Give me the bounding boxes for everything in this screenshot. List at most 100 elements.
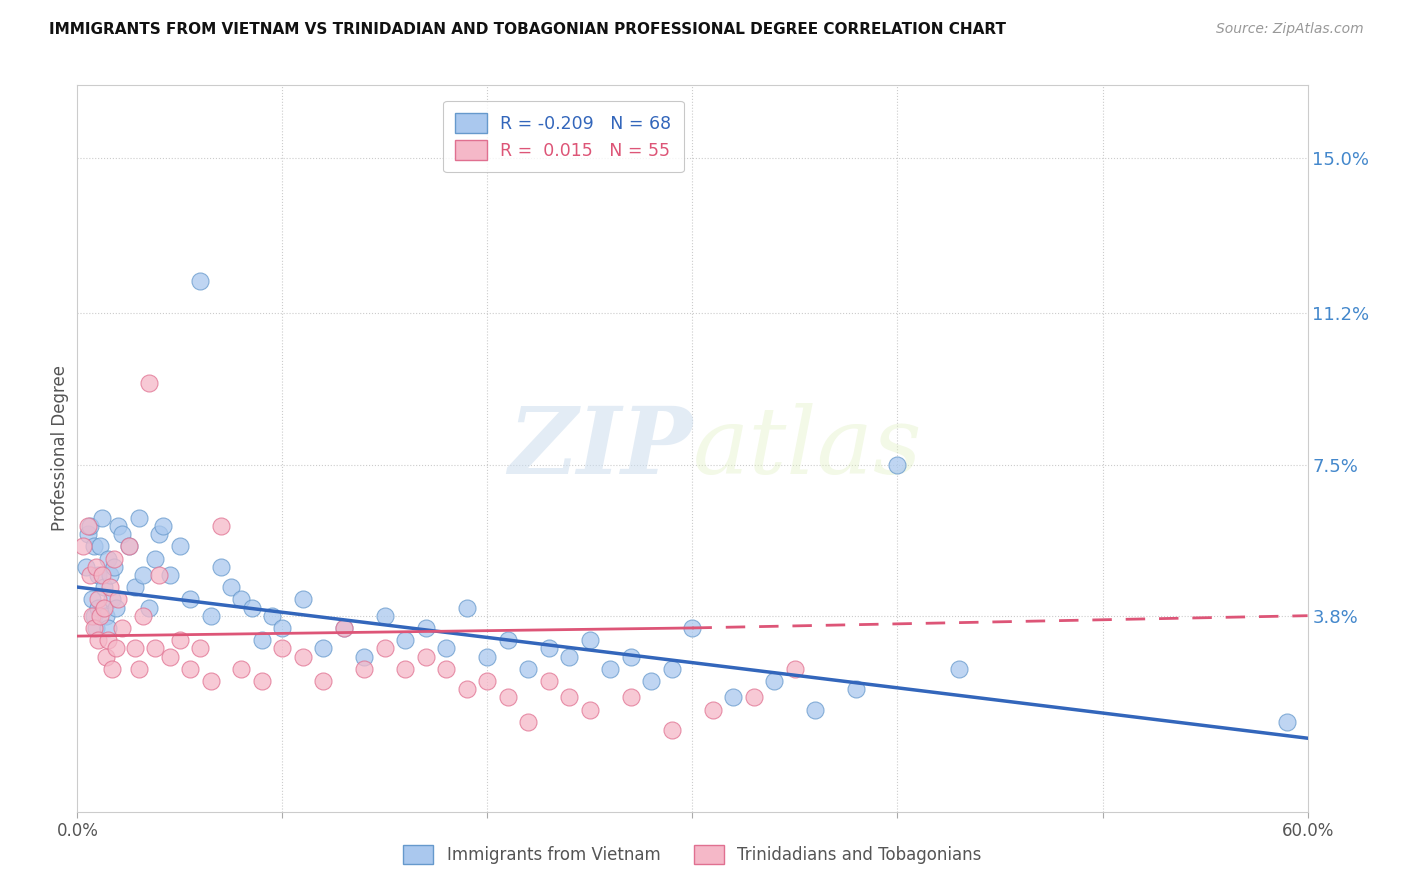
Point [620, 649, 643, 664]
Point [105, 600, 128, 615]
Point [111, 527, 134, 541]
Point [661, 662, 683, 676]
Point [291, 649, 314, 664]
Point [333, 621, 356, 635]
Point [76, 518, 98, 533]
Point [682, 621, 704, 635]
Point [456, 682, 478, 697]
Point [98, 567, 121, 582]
Point [148, 567, 170, 582]
Point [84, 621, 107, 635]
Point [374, 608, 396, 623]
Point [97, 621, 120, 635]
Point [353, 649, 375, 664]
Point [107, 592, 129, 607]
Point [159, 649, 181, 664]
Legend: Immigrants from Vietnam, Trinidadians and Tobagonians: Immigrants from Vietnam, Trinidadians an… [395, 837, 990, 872]
Point [83, 621, 105, 635]
Point [200, 608, 222, 623]
Point [353, 662, 375, 676]
Point [312, 641, 335, 656]
Point [87, 633, 110, 648]
Point [97, 551, 120, 566]
Point [103, 551, 125, 566]
Point [702, 703, 724, 717]
Text: atlas: atlas [693, 403, 922, 493]
Point [84, 559, 107, 574]
Point [179, 662, 201, 676]
Point [723, 690, 745, 705]
Point [159, 567, 181, 582]
Point [76, 527, 98, 541]
Point [333, 621, 356, 635]
Point [209, 518, 232, 533]
Point [558, 649, 581, 664]
Point [169, 633, 191, 648]
Point [558, 690, 581, 705]
Point [107, 518, 129, 533]
Point [132, 567, 155, 582]
Point [138, 376, 160, 390]
Point [83, 539, 105, 553]
Point [804, 703, 827, 717]
Point [75, 559, 97, 574]
Point [415, 649, 437, 664]
Point [79, 567, 101, 582]
Point [117, 539, 139, 553]
Point [517, 662, 540, 676]
Point [93, 580, 115, 594]
Point [152, 518, 174, 533]
Point [200, 673, 222, 688]
Point [763, 673, 786, 688]
Text: Source: ZipAtlas.com: Source: ZipAtlas.com [1216, 22, 1364, 37]
Point [90, 510, 114, 524]
Point [89, 608, 111, 623]
Point [128, 510, 150, 524]
Point [101, 592, 124, 607]
Point [517, 714, 540, 729]
Point [496, 690, 519, 705]
Point [374, 641, 396, 656]
Point [394, 662, 416, 676]
Point [271, 621, 294, 635]
Point [94, 608, 117, 623]
Point [138, 600, 160, 615]
Point [231, 662, 253, 676]
Point [188, 274, 212, 288]
Point [90, 567, 114, 582]
Point [742, 690, 765, 705]
Point [620, 690, 643, 705]
Point [537, 641, 560, 656]
Point [97, 633, 120, 648]
Point [537, 673, 560, 688]
Point [87, 600, 110, 615]
Text: ZIP: ZIP [508, 403, 693, 493]
Point [72, 539, 94, 553]
Point [98, 580, 121, 594]
Point [105, 641, 128, 656]
Point [117, 539, 139, 553]
Point [219, 580, 242, 594]
Point [231, 592, 253, 607]
Point [661, 723, 683, 737]
Point [477, 673, 499, 688]
Point [436, 662, 458, 676]
Point [250, 633, 273, 648]
Point [262, 608, 284, 623]
Point [436, 641, 458, 656]
Point [124, 580, 146, 594]
Point [886, 458, 908, 472]
Y-axis label: Professional Degree: Professional Degree [51, 365, 69, 532]
Point [148, 527, 170, 541]
Point [83, 608, 105, 623]
Point [394, 633, 416, 648]
Point [79, 518, 101, 533]
Point [87, 567, 110, 582]
Point [209, 559, 232, 574]
Point [188, 641, 212, 656]
Point [103, 559, 125, 574]
Point [415, 621, 437, 635]
Point [93, 600, 115, 615]
Point [124, 641, 146, 656]
Point [143, 641, 166, 656]
